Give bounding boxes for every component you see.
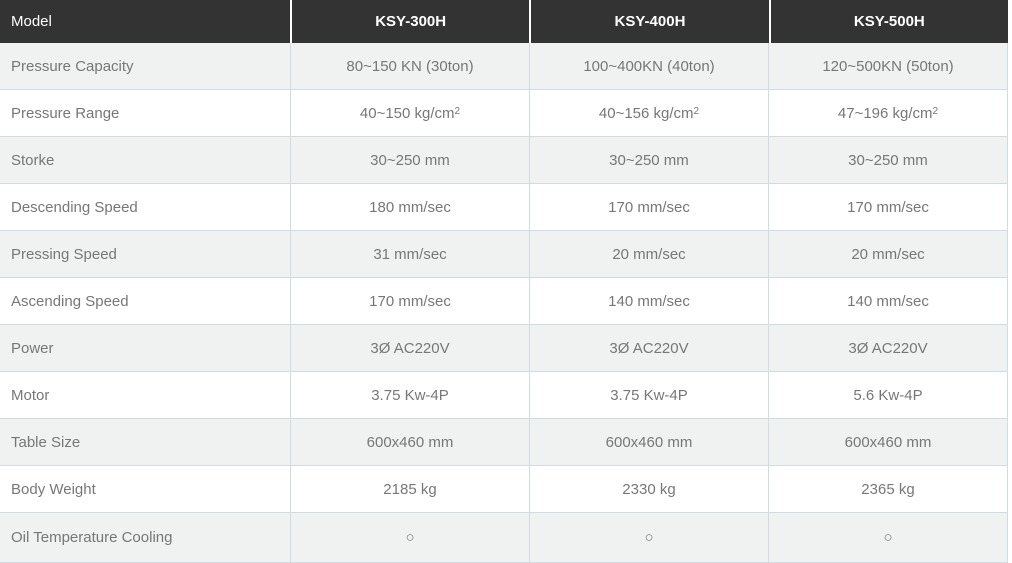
- spec-value: 2365 kg: [768, 466, 1007, 512]
- spec-value: 600x460 mm: [529, 419, 768, 465]
- spec-value: 170 mm/sec: [768, 184, 1007, 230]
- spec-value: 600x460 mm: [290, 419, 529, 465]
- header-cell-ksy-500h: KSY-500H: [768, 0, 1008, 43]
- header-cell-model: Model: [11, 13, 52, 30]
- spec-value: 3.75 Kw-4P: [529, 372, 768, 418]
- table-row-body-weight: Body Weight 2185 kg 2330 kg 2365 kg: [0, 466, 1008, 513]
- spec-label: Pressure Range: [11, 104, 120, 122]
- spec-value: 30~250 mm: [290, 137, 529, 183]
- table-row-power: Power 3Ø AC220V 3Ø AC220V 3Ø AC220V: [0, 325, 1008, 372]
- spec-label: Pressure Capacity: [11, 57, 134, 75]
- spec-label: Pressing Speed: [11, 245, 117, 263]
- spec-value: 3Ø AC220V: [768, 325, 1007, 371]
- table-row-pressing-speed: Pressing Speed 31 mm/sec 20 mm/sec 20 mm…: [0, 231, 1008, 278]
- spec-value: 140 mm/sec: [768, 278, 1007, 324]
- spec-value: 2330 kg: [529, 466, 768, 512]
- spec-value: 30~250 mm: [529, 137, 768, 183]
- spec-value: 3Ø AC220V: [290, 325, 529, 371]
- spec-value: 120~500KN (50ton): [768, 43, 1007, 89]
- spec-value: 3.75 Kw-4P: [290, 372, 529, 418]
- table-row-descending-speed: Descending Speed 180 mm/sec 170 mm/sec 1…: [0, 184, 1008, 231]
- spec-value: 180 mm/sec: [290, 184, 529, 230]
- spec-value: 2185 kg: [290, 466, 529, 512]
- spec-value: 20 mm/sec: [768, 231, 1007, 277]
- spec-value: 20 mm/sec: [529, 231, 768, 277]
- circle-mark-icon: ○: [290, 513, 529, 562]
- table-row-pressure-capacity: Pressure Capacity 80~150 KN (30ton) 100~…: [0, 43, 1008, 90]
- spec-value: 170 mm/sec: [529, 184, 768, 230]
- spec-label: Ascending Speed: [11, 292, 129, 310]
- spec-value: 100~400KN (40ton): [529, 43, 768, 89]
- spec-value: 5.6 Kw-4P: [768, 372, 1007, 418]
- spec-label: Descending Speed: [11, 198, 138, 216]
- spec-value: 30~250 mm: [768, 137, 1007, 183]
- spec-label: Body Weight: [11, 480, 96, 498]
- spec-value: 3Ø AC220V: [529, 325, 768, 371]
- spec-value: 40~150 kg/cm 2: [290, 90, 529, 136]
- spec-label: Storke: [11, 151, 55, 169]
- table-row-table-size: Table Size 600x460 mm 600x460 mm 600x460…: [0, 419, 1008, 466]
- spec-value: 40~156 kg/cm 2: [529, 90, 768, 136]
- spec-value: 140 mm/sec: [529, 278, 768, 324]
- spec-label: Table Size: [11, 433, 81, 451]
- spec-label: Oil Temperature Cooling: [11, 529, 173, 546]
- table-row-motor: Motor 3.75 Kw-4P 3.75 Kw-4P 5.6 Kw-4P: [0, 372, 1008, 419]
- spec-value: 31 mm/sec: [290, 231, 529, 277]
- spec-label: Power: [11, 339, 54, 357]
- header-cell-ksy-400h: KSY-400H: [529, 0, 768, 43]
- circle-mark-icon: ○: [768, 513, 1007, 562]
- table-header-row: Model KSY-300H KSY-400H KSY-500H: [0, 0, 1008, 43]
- header-cell-ksy-300h: KSY-300H: [290, 0, 529, 43]
- table-row-oil-temperature-cooling: Oil Temperature Cooling ○ ○ ○: [0, 513, 1008, 563]
- table-row-pressure-range: Pressure Range 40~150 kg/cm 2 40~156 kg/c…: [0, 90, 1008, 137]
- spec-label: Motor: [11, 386, 50, 404]
- spec-value: 170 mm/sec: [290, 278, 529, 324]
- circle-mark-icon: ○: [529, 513, 768, 562]
- table-row-storke: Storke 30~250 mm 30~250 mm 30~250 mm: [0, 137, 1008, 184]
- spec-value: 600x460 mm: [768, 419, 1007, 465]
- spec-value: 47~196 kg/cm 2: [768, 90, 1007, 136]
- spec-value: 80~150 KN (30ton): [290, 43, 529, 89]
- table-row-ascending-speed: Ascending Speed 170 mm/sec 140 mm/sec 14…: [0, 278, 1008, 325]
